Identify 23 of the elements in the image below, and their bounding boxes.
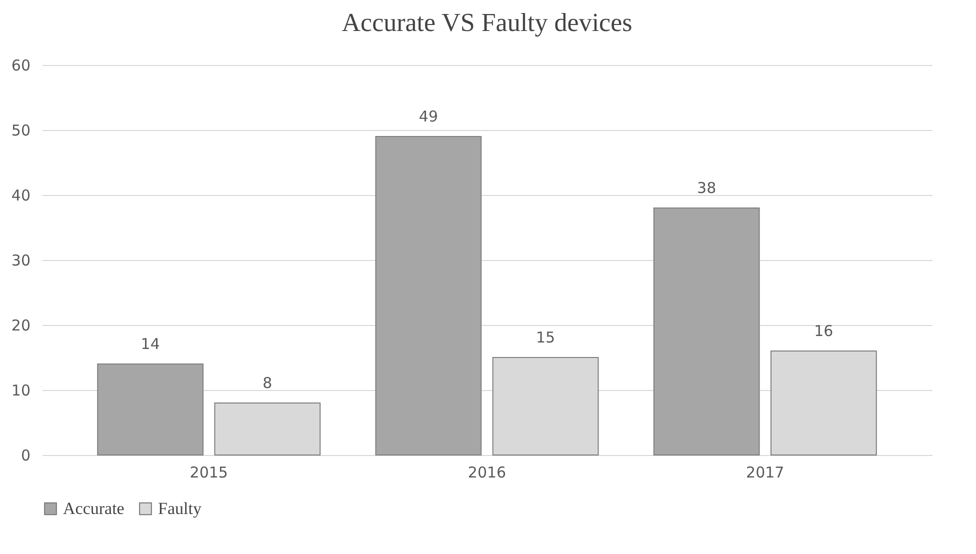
x-tick-label: 2015 xyxy=(190,464,228,482)
y-tick-label: 50 xyxy=(11,122,30,140)
bar xyxy=(214,402,321,456)
x-tick-label: 2017 xyxy=(746,464,784,482)
x-tick-label: 2016 xyxy=(468,464,506,482)
data-label: 8 xyxy=(262,374,272,392)
data-label: 16 xyxy=(814,322,834,340)
y-tick-label: 20 xyxy=(11,316,30,334)
data-label: 14 xyxy=(140,335,160,353)
y-tick-label: 0 xyxy=(20,446,30,464)
y-tick-label: 60 xyxy=(11,56,30,74)
legend-label: Accurate xyxy=(63,498,124,518)
y-tick-label: 40 xyxy=(11,186,30,204)
y-tick-label: 30 xyxy=(11,252,30,270)
legend-label: Faulty xyxy=(158,498,202,518)
data-label: 38 xyxy=(697,179,716,197)
bar xyxy=(653,208,760,456)
y-tick-label: 10 xyxy=(11,382,30,400)
chart-title: Accurate VS Faulty devices xyxy=(342,8,632,37)
bar xyxy=(97,364,204,456)
data-label: 49 xyxy=(418,108,438,126)
bar xyxy=(375,136,482,456)
data-label: 15 xyxy=(536,328,556,346)
